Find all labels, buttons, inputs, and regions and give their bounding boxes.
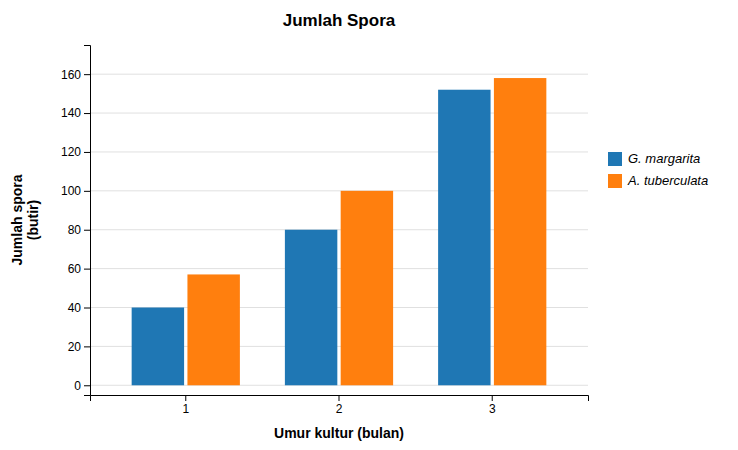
y-tick: 60 <box>68 262 90 276</box>
bar <box>187 274 239 385</box>
y-tick-label: 140 <box>61 106 81 120</box>
y-tick-mark <box>84 230 90 231</box>
y-tick-label: 120 <box>61 145 81 159</box>
y-axis-title-line: (butir) <box>25 200 41 240</box>
bars <box>132 78 547 385</box>
x-tick-mark <box>492 395 493 401</box>
y-tick: 160 <box>61 68 90 82</box>
legend-swatch <box>608 152 622 166</box>
legend: G. margarita A. tuberculata <box>608 151 708 188</box>
chart-title: Jumlah Spora <box>283 11 396 30</box>
x-tick: 2 <box>336 395 343 416</box>
y-tick: 0 <box>74 379 90 393</box>
y-tick: 100 <box>61 184 90 198</box>
y-tick-label: 20 <box>68 340 82 354</box>
y-tick: 120 <box>61 145 90 159</box>
y-tick-mark <box>84 346 90 347</box>
y-tick-label: 100 <box>61 184 81 198</box>
legend-label: A. tuberculata <box>627 173 708 188</box>
y-tick: 40 <box>68 301 90 315</box>
bar <box>132 308 184 386</box>
legend-item: G. margarita <box>608 151 700 166</box>
y-tick-mark <box>84 74 90 75</box>
y-tick-label: 40 <box>68 301 82 315</box>
x-axis-line <box>91 396 589 402</box>
plot-area: 1 2 3 0 20 40 60 80 100 120 140 160 <box>61 46 589 416</box>
legend-label: G. margarita <box>628 151 700 166</box>
x-tick: 3 <box>489 395 496 416</box>
bar-series <box>132 90 491 386</box>
x-tick-label: 1 <box>182 402 189 416</box>
x-tick-label: 3 <box>489 402 496 416</box>
grid-line <box>90 74 588 75</box>
chart-svg: 1 2 3 0 20 40 60 80 100 120 140 160 Jumlah Spora Umur… <box>0 0 738 450</box>
y-axis-line <box>84 46 91 396</box>
x-tick-mark <box>339 395 340 401</box>
y-tick-mark <box>84 269 90 270</box>
bar <box>494 78 546 385</box>
y-tick-mark <box>84 152 90 153</box>
y-tick: 80 <box>68 223 90 237</box>
y-tick-mark <box>84 308 90 309</box>
grid <box>90 74 588 385</box>
y-axis: 0 20 40 60 80 100 120 140 160 <box>61 46 91 396</box>
x-axis: 1 2 3 <box>91 395 589 416</box>
y-tick-label: 160 <box>61 68 81 82</box>
y-axis-title-line: Jumlah spora <box>9 174 25 265</box>
bar <box>285 230 337 386</box>
legend-swatch <box>608 174 622 188</box>
y-tick-label: 60 <box>68 262 82 276</box>
x-tick-mark <box>185 395 186 401</box>
x-tick: 1 <box>182 395 189 416</box>
legend-item: A. tuberculata <box>608 173 708 188</box>
y-tick-label: 0 <box>74 379 81 393</box>
x-tick-label: 2 <box>336 402 343 416</box>
x-axis-title: Umur kultur (bulan) <box>274 425 404 441</box>
y-tick-mark <box>84 191 90 192</box>
y-tick-mark <box>84 113 90 114</box>
y-tick-mark <box>84 385 90 386</box>
y-tick: 140 <box>61 106 90 120</box>
bar <box>438 90 490 386</box>
chart-container: 1 2 3 0 20 40 60 80 100 120 140 160 Jumlah Spora Umur… <box>0 0 738 450</box>
y-axis-title: Jumlah spora(butir) <box>9 174 42 265</box>
y-tick: 20 <box>68 340 90 354</box>
bar <box>341 191 393 385</box>
y-tick-label: 80 <box>68 223 82 237</box>
bar-series <box>187 78 546 385</box>
